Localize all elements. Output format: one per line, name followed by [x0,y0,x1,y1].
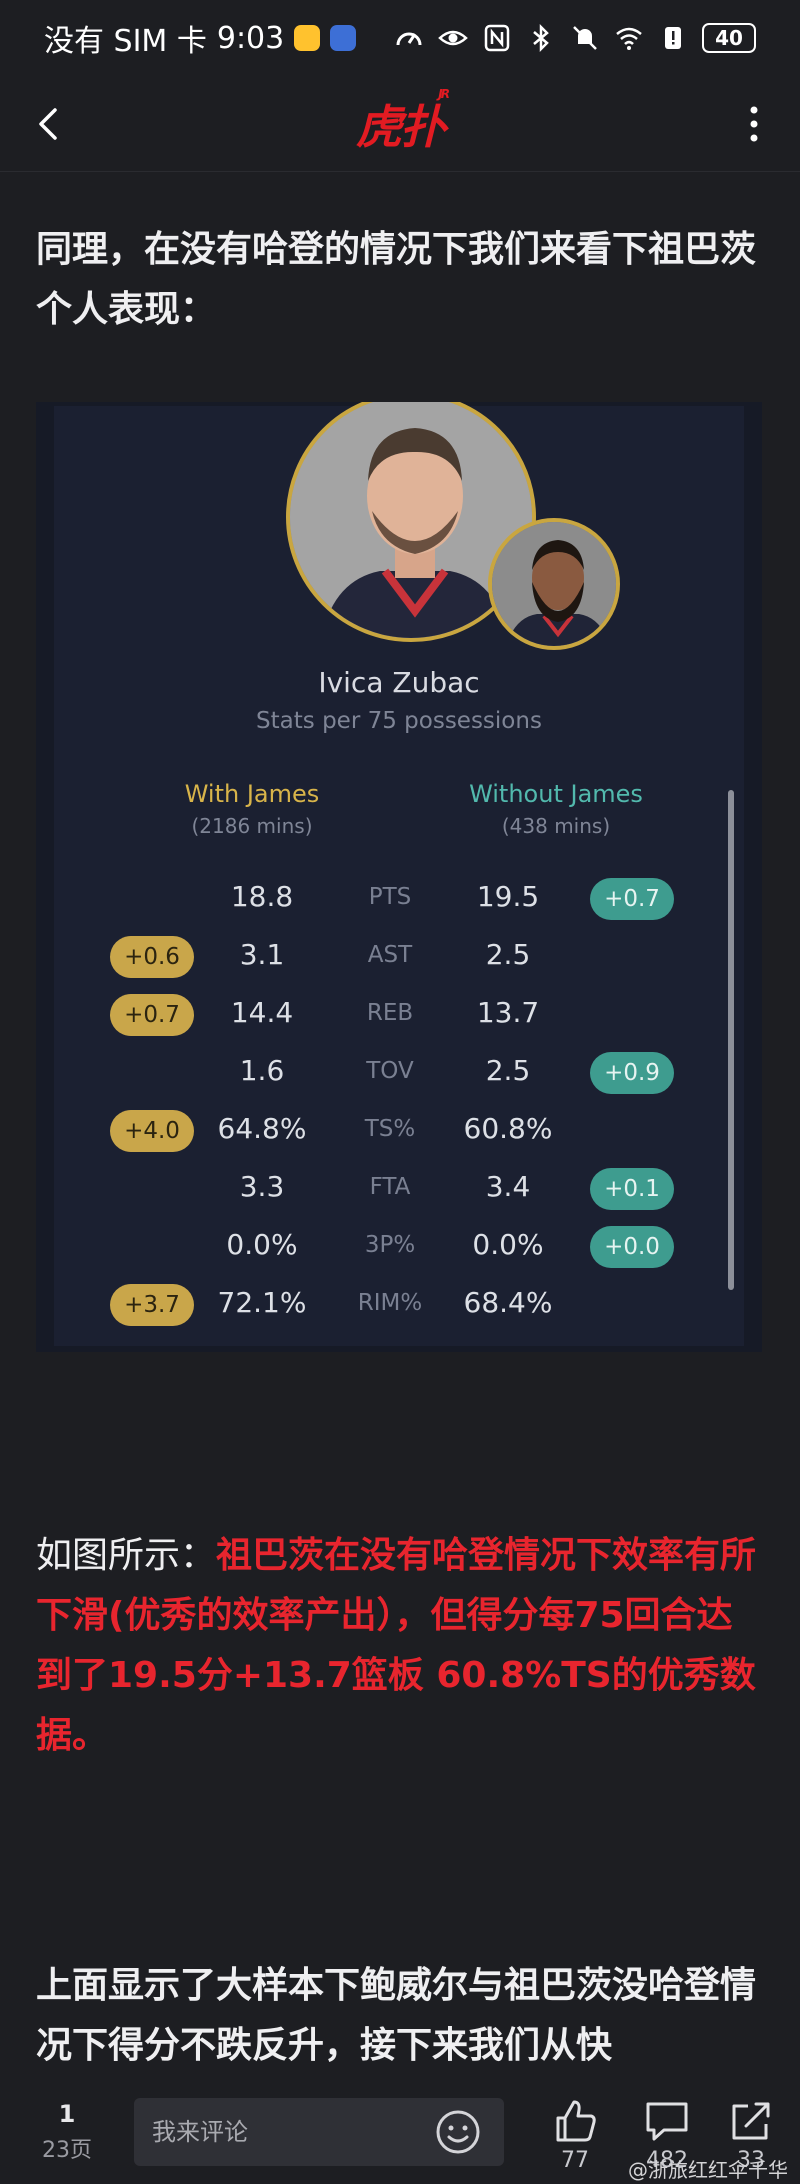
without-value: 60.8% [463,1112,553,1145]
with-value: 1.6 [239,1054,285,1087]
more-options-icon[interactable] [734,100,774,148]
with-value: 14.4 [230,996,294,1029]
with-advantage-badge: +0.6 [110,936,194,978]
stats-subtitle: Stats per 75 possessions [256,708,542,734]
alert-icon [665,27,681,49]
eye-icon [438,30,468,46]
like-count: 77 [561,2148,589,2173]
without-value: 68.4% [463,1286,553,1319]
stat-label: 3P% [364,1232,416,1258]
with-james-header: With James [184,780,320,808]
with-value: 0.0% [226,1228,298,1261]
with-james-minutes: (2186 mins) [191,814,313,838]
player-name: Ivica Zubac [318,666,480,699]
share-icon [732,2102,770,2140]
share-count: 33 [737,2148,765,2173]
stat-row-rim: +3.7 72.1% RIM% 68.4% [54,1276,744,1334]
without-value: 2.5 [485,1054,531,1087]
player-silhouette-small [492,522,616,646]
wifi-icon [616,27,642,50]
stat-label: AST [367,942,413,968]
comment-bubble-icon [646,2102,688,2141]
with-advantage-badge: +4.0 [110,1110,194,1152]
total-pages: 23页 [42,2138,92,2163]
security-app-icon [330,25,357,51]
status-left: 没有 SIM 卡 9:03 [44,16,357,60]
stat-label: RIM% [357,1290,423,1316]
hupu-logo: 虎扑 JR [356,87,450,157]
bottom-bar: 1 23页 77 482 33 [0,2086,800,2184]
player-photo-harden [488,518,620,650]
share-button[interactable]: 33 [716,2096,786,2180]
carrier-text: 没有 SIM 卡 [44,24,207,59]
analysis-lead: 如图所示： [36,1535,217,1576]
back-arrow-icon[interactable] [28,102,72,146]
comment-input[interactable] [134,2098,504,2166]
stats-panel: Ivica Zubac Stats per 75 possessions Wit… [54,402,744,1346]
nav-bar: 虎扑 JR [0,76,800,172]
stat-label: TOV [366,1058,414,1084]
without-advantage-badge: +0.0 [590,1226,674,1268]
image-scrollbar [728,790,734,1290]
stat-label: FTA [369,1174,411,1200]
paragraph-intro: 同理，在没有哈登的情况下我们来看下祖巴茨个人表现： [36,229,757,330]
speed-gauge-icon [396,32,422,46]
weibo-icon [294,25,321,51]
with-value: 72.1% [217,1286,307,1319]
battery-indicator: 40 [702,23,756,53]
with-value: 3.3 [239,1170,285,1203]
stat-row-reb: +0.7 14.4 REB 13.7 [54,986,744,1044]
comment-button[interactable]: 482 [632,2096,702,2180]
stat-label: TS% [364,1116,416,1142]
without-james-header: Without James [469,780,643,808]
status-right: 40 [394,23,756,53]
without-advantage-badge: +0.9 [590,1052,674,1094]
paragraph-continued: 上面显示了大样本下鲍威尔与祖巴茨没哈登情况下得分不跌反升，接下来我们从快 [36,1965,757,2066]
with-advantage-badge: +3.7 [110,1284,194,1326]
stat-row-ast: +0.6 3.1 AST 2.5 [54,928,744,986]
without-value: 0.0% [472,1228,544,1261]
clock: 9:03 [216,20,285,56]
thumbs-up-icon [556,2100,596,2142]
bluetooth-icon [533,23,549,53]
stat-row-pts: 18.8 PTS 19.5 +0.7 [54,870,744,928]
like-button[interactable]: 77 [540,2096,610,2180]
stat-row-3p: 0.0% 3P% 0.0% +0.0 [54,1218,744,1276]
without-value: 13.7 [476,996,540,1029]
without-value: 3.4 [485,1170,531,1203]
player-photo-zubac [286,402,536,642]
current-page: 1 [58,2100,76,2128]
without-value: 2.5 [485,938,531,971]
without-value: 19.5 [476,880,540,913]
emoji-icon[interactable] [434,2108,482,2156]
without-advantage-badge: +0.1 [590,1168,674,1210]
without-james-minutes: (438 mins) [501,814,611,838]
with-value: 3.1 [239,938,285,971]
with-advantage-badge: +0.7 [110,994,194,1036]
with-value: 18.8 [230,880,294,913]
stat-label: REB [366,1000,414,1026]
watermark: @浙旅红红伞千华 [628,2158,788,2182]
status-bar: 没有 SIM 卡 9:03 40 [0,0,800,76]
without-advantage-badge: +0.7 [590,878,674,920]
stats-image: Ivica Zubac Stats per 75 possessions Wit… [36,402,762,1352]
paragraph-analysis: 如图所示：祖巴茨在没有哈登情况下效率有所下滑(优秀的效率产出），但得分每75回合… [36,1526,766,1766]
logo-text: 虎扑 [356,99,446,154]
with-value: 64.8% [217,1112,307,1145]
nfc-icon [484,24,510,52]
analysis-highlight: 祖巴茨在没有哈登情况下效率有所下滑(优秀的效率产出），但得分每75回合达到了19… [36,1535,757,1756]
logo-superscript: JR [438,86,450,101]
stat-label: PTS [368,884,412,910]
comment-count: 482 [646,2148,688,2173]
mute-bell-icon [573,26,597,50]
stat-row-tov: 1.6 TOV 2.5 +0.9 [54,1044,744,1102]
stat-row-ts: +4.0 64.8% TS% 60.8% [54,1102,744,1160]
stat-row-fta: 3.3 FTA 3.4 +0.1 [54,1160,744,1218]
